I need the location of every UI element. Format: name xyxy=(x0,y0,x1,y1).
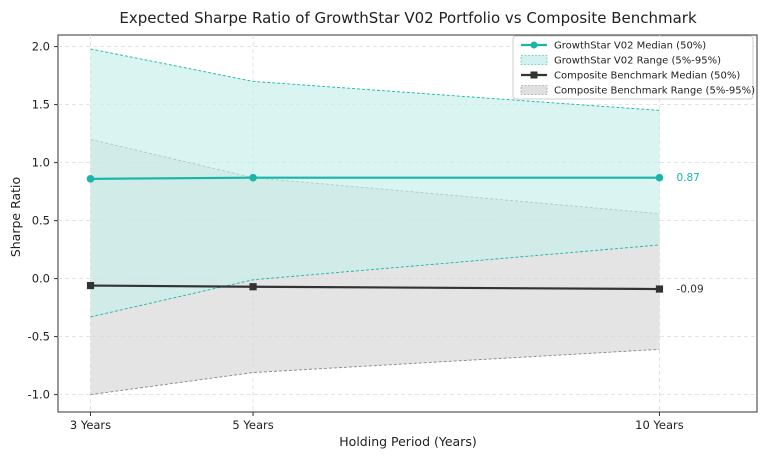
median-point xyxy=(249,173,257,182)
axis-ticks: 2.0 1.5 1.0 0.5 0.0 -0.5 -1.0 3 Years 5 Years 10 … xyxy=(28,40,684,432)
chart-title: Expected Sharpe Ratio of GrowthStar V02 … xyxy=(119,9,697,27)
legend: GrowthStar V02 Median (50%) GrowthStar V0… xyxy=(512,35,755,100)
range-band-area xyxy=(90,48,660,317)
legend-entry-label: Composite Benchmark Range (5%-95%) xyxy=(554,86,755,97)
median-point xyxy=(655,285,664,293)
y-tick-label: 0.0 xyxy=(32,272,50,286)
median-end-label: -0.09 xyxy=(676,284,703,296)
legend-square-marker xyxy=(530,71,538,79)
x-tick-label: 3 Years xyxy=(70,418,111,432)
median-point xyxy=(249,283,257,291)
x-axis-title: Holding Period (Years) xyxy=(339,434,476,449)
legend-box xyxy=(512,35,754,100)
median-point xyxy=(86,175,95,183)
range-band-upper-edge xyxy=(90,48,660,111)
median-point xyxy=(655,173,664,182)
x-tick-label: 5 Years xyxy=(232,418,273,432)
range-bands xyxy=(90,48,660,396)
legend-entry-label: GrowthStar V02 Median (50%) xyxy=(554,41,706,52)
legend-entry-label: Composite Benchmark Median (50%) xyxy=(554,71,740,82)
legend-circle-marker xyxy=(530,41,538,49)
median-end-label: 0.87 xyxy=(676,172,699,184)
range-band-lower-edge xyxy=(90,244,660,318)
range-band-lower-edge xyxy=(90,348,660,396)
legend-entry-label: GrowthStar V02 Range (5%-95%) xyxy=(554,56,721,67)
x-tick-label: 10 Years xyxy=(635,418,684,432)
y-tick-label: 1.0 xyxy=(32,156,50,170)
legend-band-swatch xyxy=(520,85,548,95)
legend-band-swatch xyxy=(520,55,548,65)
y-tick-label: 0.5 xyxy=(32,214,50,228)
median-point xyxy=(86,281,95,290)
median-lines: 0.87 -0.09 xyxy=(86,172,704,296)
y-tick-label: -1.0 xyxy=(28,388,50,402)
y-tick-label: 2.0 xyxy=(32,40,50,54)
plot-frame xyxy=(57,34,758,413)
y-tick-label: -0.5 xyxy=(28,330,50,344)
median-line xyxy=(90,176,660,180)
y-axis-title: Sharpe Ratio xyxy=(8,177,23,257)
y-tick-label: 1.5 xyxy=(32,98,50,112)
